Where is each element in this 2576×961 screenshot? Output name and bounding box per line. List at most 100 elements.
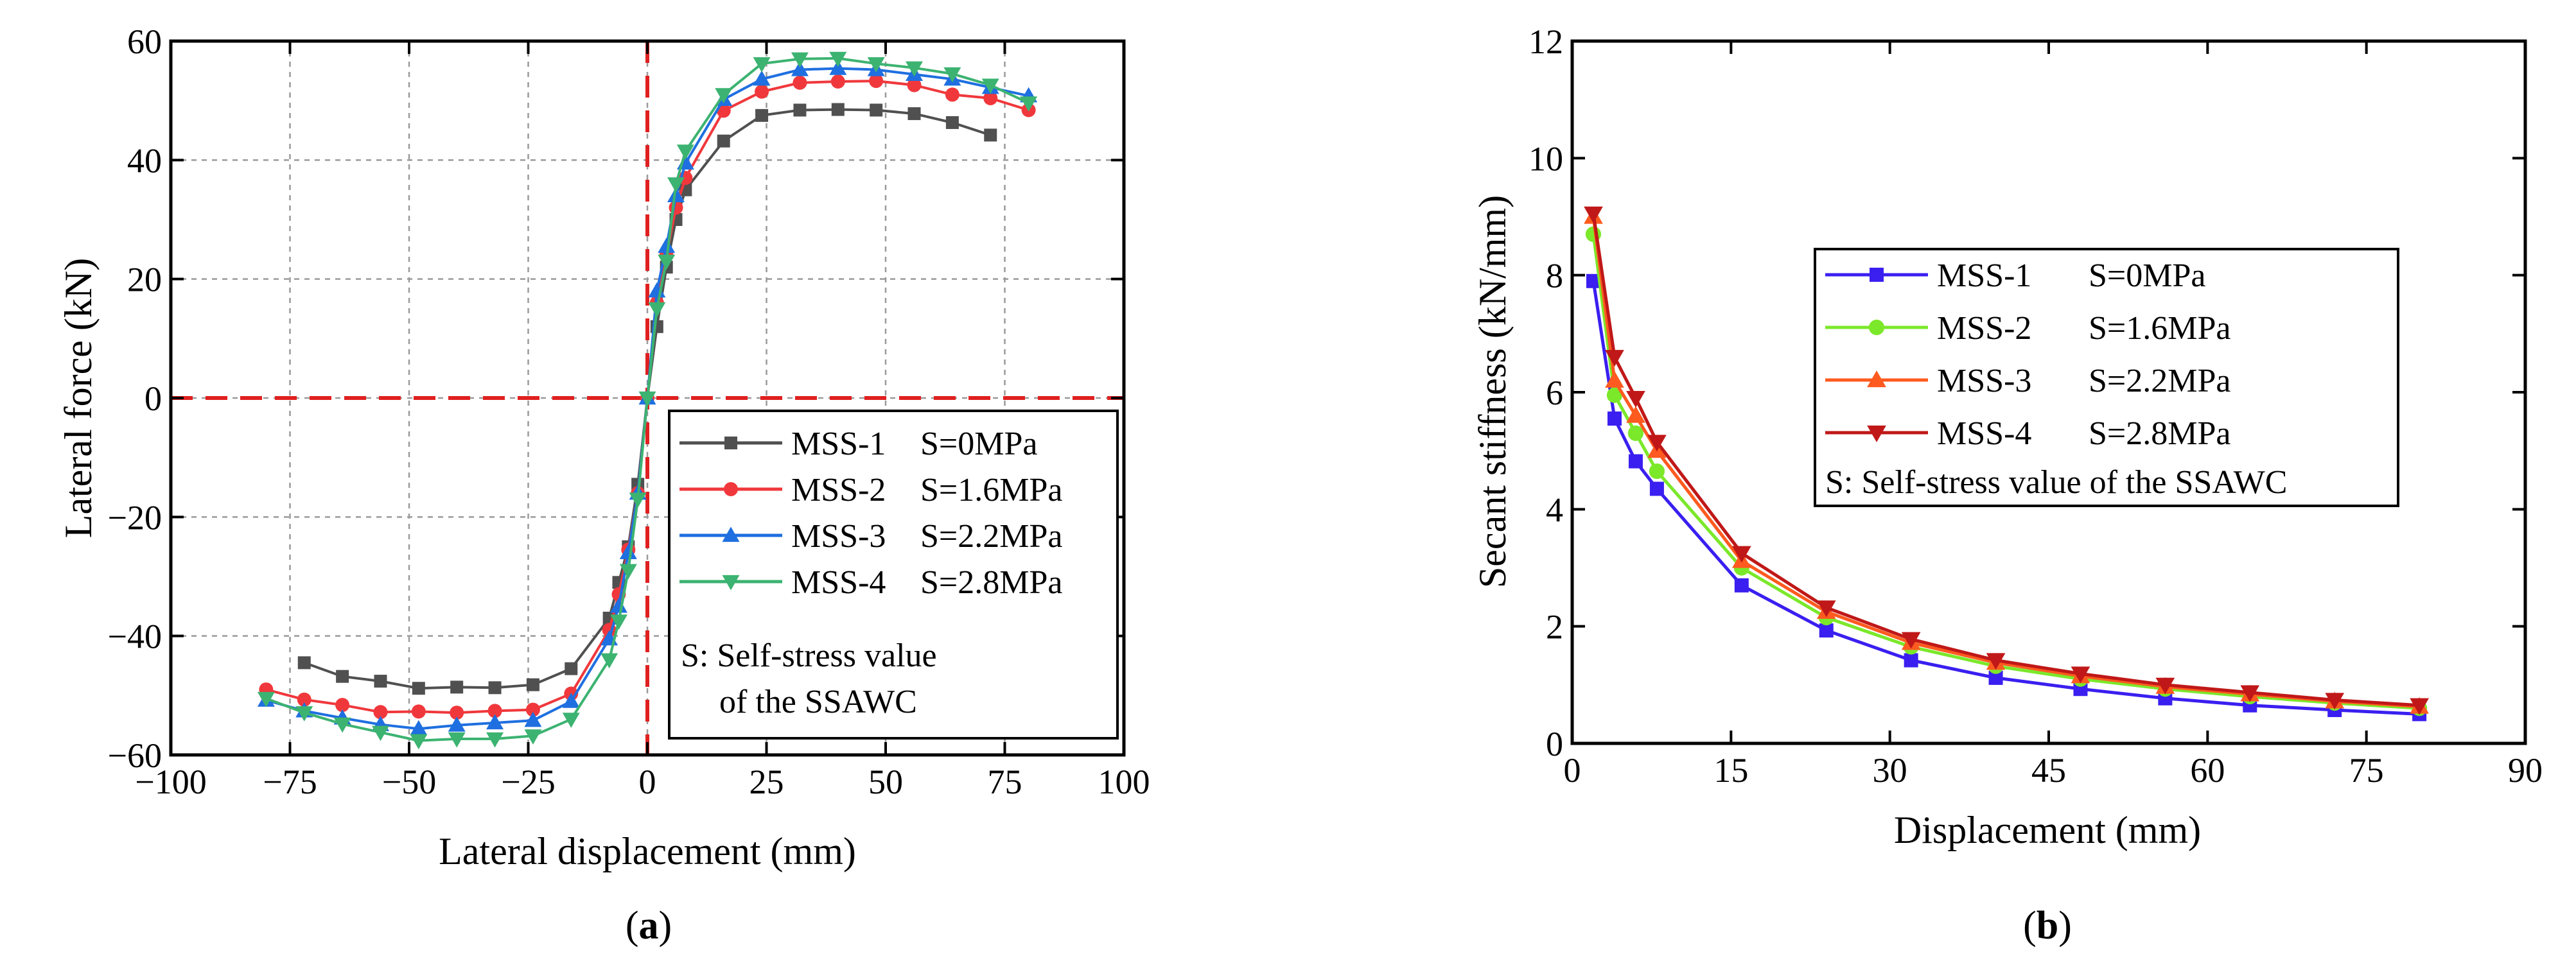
data-point-mss-4	[1986, 653, 2006, 670]
data-point-mss-3	[619, 544, 637, 560]
y-tick-label: 4	[1546, 490, 1563, 529]
data-point-mss-2	[907, 78, 922, 92]
data-point-mss-3	[448, 716, 466, 732]
data-point-mss-1	[336, 670, 349, 683]
data-point-mss-1	[1586, 273, 1600, 288]
data-point-mss-2	[755, 84, 769, 99]
data-point-mss-4	[667, 177, 685, 193]
x-tick-label: −100	[135, 763, 206, 801]
legend-swatch-marker	[722, 575, 740, 591]
data-point-mss-1	[1649, 481, 1664, 496]
data-point-mss-2	[793, 75, 807, 90]
data-point-mss-3	[667, 187, 685, 203]
legend-series-stress: S=2.8MPa	[920, 564, 1062, 601]
data-point-mss-4	[2325, 693, 2345, 710]
data-point-mss-1	[793, 103, 807, 117]
data-point-mss-4	[562, 713, 580, 728]
data-point-mss-1	[1988, 670, 2003, 685]
data-point-mss-4	[906, 61, 924, 77]
y-tick-label: 20	[127, 261, 162, 299]
data-point-mss-1	[488, 681, 502, 695]
y-tick-label: 10	[1529, 139, 1563, 178]
x-tick-label: 50	[868, 763, 903, 801]
data-point-mss-4	[2240, 685, 2260, 702]
caption-b-open: (	[2023, 904, 2037, 948]
data-point-mss-4	[600, 653, 618, 669]
data-point-mss-2	[869, 74, 884, 89]
y-tick-label: −20	[108, 498, 162, 537]
y-tick-label: 6	[1546, 374, 1563, 412]
legend-item-mss-2: MSS-2 S=1.6MPa	[679, 472, 1062, 508]
data-point-mss-1	[412, 682, 425, 695]
legend-series-stress: S=0MPa	[2089, 257, 2205, 294]
caption-b: (b)	[2023, 904, 2072, 948]
data-point-mss-4	[791, 52, 809, 68]
x-tick-label: 60	[2190, 751, 2225, 790]
data-point-mss-4	[1816, 600, 1836, 618]
data-point-mss-1	[1734, 578, 1749, 593]
data-point-mss-1	[1628, 454, 1643, 469]
y-tick-label: 8	[1546, 257, 1563, 295]
data-point-mss-2	[1649, 463, 1665, 480]
y-tick-label: −60	[108, 736, 162, 775]
legend-series-name: MSS-4	[1937, 415, 2031, 452]
x-tick-label: 15	[1713, 751, 1748, 790]
chart-a-legend-box	[668, 410, 1119, 740]
data-point-mss-4	[2071, 666, 2090, 684]
data-point-mss-3	[753, 70, 771, 86]
x-tick-label: 0	[1564, 751, 1581, 790]
data-point-mss-4	[371, 725, 389, 741]
data-point-mss-4	[295, 706, 313, 722]
chart-b-secant-stiffness: 0 15 30 45 60 75 90 0 2 4 6 8 10 12 Displacement (mm)…	[1471, 22, 2543, 851]
data-point-mss-1	[1607, 411, 1622, 426]
legend-swatch-marker	[722, 526, 740, 542]
data-point-mss-3	[609, 597, 627, 613]
legend-series-name: MSS-1	[1937, 257, 2031, 294]
data-point-mss-4	[486, 732, 504, 748]
data-point-mss-4	[658, 254, 676, 270]
data-point-mss-4	[1626, 390, 1645, 408]
data-point-mss-1	[1904, 653, 1918, 668]
data-point-mss-1	[907, 107, 921, 121]
chart-b-legend-box	[1814, 248, 2399, 507]
chart-a-legend-note-line2: of the SSAWC	[719, 684, 917, 720]
y-tick-label: 0	[1546, 725, 1563, 763]
data-point-mss-2	[669, 200, 683, 215]
x-tick-label: 75	[2349, 751, 2384, 790]
data-point-mss-2	[1606, 387, 1623, 403]
legend-swatch-marker	[1867, 425, 1886, 442]
data-point-mss-4	[676, 144, 694, 160]
legend-series-name: MSS-1	[791, 426, 886, 462]
data-point-mss-1	[297, 656, 311, 670]
legend-item-mss-1: MSS-1 S=0MPa	[1825, 257, 2205, 294]
x-tick-label: −25	[501, 763, 555, 801]
data-point-mss-1	[717, 134, 730, 148]
data-point-mss-1	[870, 103, 883, 117]
data-point-mss-2	[373, 705, 388, 720]
x-tick-label: 25	[749, 763, 784, 801]
legend-item-mss-4: MSS-4 S=2.8MPa	[679, 564, 1062, 601]
legend-swatch-marker	[1870, 268, 1884, 282]
data-point-mss-1	[755, 108, 769, 122]
data-point-mss-1	[984, 128, 997, 142]
data-point-mss-4	[1584, 206, 1603, 223]
caption-a: (a)	[626, 904, 672, 948]
data-point-mss-3	[1605, 370, 1624, 388]
chart-a-lateral-force: −100 −75 −50 −25 0 25 50 75 100−60−40−200204060 …	[57, 22, 1150, 872]
legend-item-mss-3: MSS-3 S=2.2MPa	[679, 518, 1062, 555]
y-tick-label: 60	[127, 22, 162, 61]
chart-a-x-axis-label: Lateral displacement (mm)	[439, 830, 856, 872]
data-point-mss-1	[831, 103, 845, 116]
series-mss-4	[257, 51, 1038, 750]
data-point-mss-3	[1626, 406, 1645, 423]
data-point-mss-4	[829, 51, 847, 67]
y-tick-label: 0	[145, 379, 162, 418]
legend-swatch-marker	[1868, 319, 1885, 336]
data-point-mss-3	[486, 714, 504, 730]
data-point-mss-4	[333, 717, 351, 733]
data-point-mss-4	[448, 732, 466, 748]
data-point-mss-1	[1819, 623, 1834, 638]
y-tick-label: 12	[1529, 22, 1563, 61]
data-point-mss-4	[524, 729, 542, 745]
legend-series-name: MSS-3	[791, 518, 886, 555]
